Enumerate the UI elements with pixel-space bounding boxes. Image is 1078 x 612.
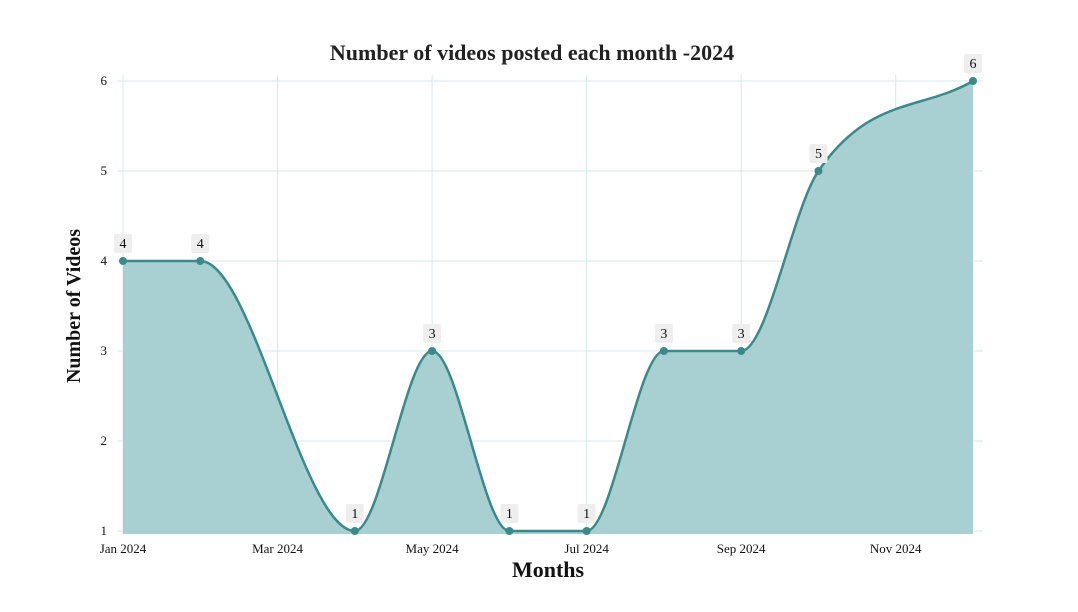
data-label: 1 <box>500 504 519 523</box>
data-label-box <box>732 324 751 343</box>
x-tick-label: Mar 2024 <box>252 541 303 556</box>
data-label-value: 4 <box>197 237 204 252</box>
data-label-box <box>191 234 210 253</box>
y-tick-label: 6 <box>101 73 108 88</box>
data-point[interactable] <box>737 347 746 355</box>
series-line <box>123 79 974 533</box>
data-label-value: 3 <box>429 327 436 342</box>
data-label: 3 <box>423 324 442 343</box>
data-label-value: 3 <box>660 327 667 342</box>
data-label-value: 1 <box>506 507 513 522</box>
x-tick-label: Jan 2024 <box>100 541 147 556</box>
y-tick-label: 1 <box>101 523 108 538</box>
data-label: 6 <box>964 54 982 73</box>
x-axis-label: Months <box>512 557 585 582</box>
data-label: 5 <box>809 144 828 163</box>
area-layer <box>123 79 974 534</box>
x-tick-label: Jul 2024 <box>564 541 609 556</box>
data-point[interactable] <box>505 527 514 535</box>
y-tick-label: 2 <box>101 433 108 448</box>
data-label-box <box>964 54 982 73</box>
point-layer <box>119 77 977 535</box>
x-tick-label: Sep 2024 <box>717 541 766 556</box>
data-label: 3 <box>654 324 673 343</box>
y-tick-label: 3 <box>101 343 108 358</box>
data-label-value: 1 <box>583 507 590 522</box>
y-tick-label: 5 <box>101 163 108 178</box>
data-point[interactable] <box>814 167 823 175</box>
data-label: 1 <box>345 504 364 523</box>
data-label-box <box>345 504 364 523</box>
data-label-value: 1 <box>351 507 358 522</box>
data-label-value: 3 <box>738 327 745 342</box>
data-label-box <box>500 504 519 523</box>
data-point[interactable] <box>582 527 591 535</box>
data-label-box <box>577 504 596 523</box>
y-axis-label: Number of Videos <box>63 229 85 383</box>
data-label-value: 6 <box>970 57 977 72</box>
tick-layer: 1 2 3 4 5 6 Jan 2024 Mar 2024 May 2024 Jul 2024 Se… <box>100 73 922 556</box>
series-area-fill <box>123 81 973 534</box>
data-point[interactable] <box>196 257 205 265</box>
y-tick-label: 4 <box>101 253 108 268</box>
x-tick-label: Nov 2024 <box>870 541 922 556</box>
data-label: 4 <box>114 234 132 253</box>
data-label-value: 5 <box>815 147 822 162</box>
data-point[interactable] <box>428 347 437 355</box>
label-layer: 4 4 1 3 1 1 3 3 5 6 <box>114 54 982 523</box>
data-label: 3 <box>732 324 751 343</box>
data-label-value: 4 <box>120 237 127 252</box>
data-point[interactable] <box>119 257 127 265</box>
data-label-box <box>423 324 442 343</box>
x-tick-label: May 2024 <box>406 541 460 556</box>
data-point[interactable] <box>659 347 668 355</box>
data-point[interactable] <box>350 527 359 535</box>
data-label-box <box>114 234 132 253</box>
data-label-box <box>809 144 828 163</box>
data-label: 1 <box>577 504 596 523</box>
chart-title: Number of videos posted each month -2024 <box>330 40 734 65</box>
data-point[interactable] <box>969 77 977 85</box>
data-label-box <box>654 324 673 343</box>
data-label: 4 <box>191 234 210 253</box>
